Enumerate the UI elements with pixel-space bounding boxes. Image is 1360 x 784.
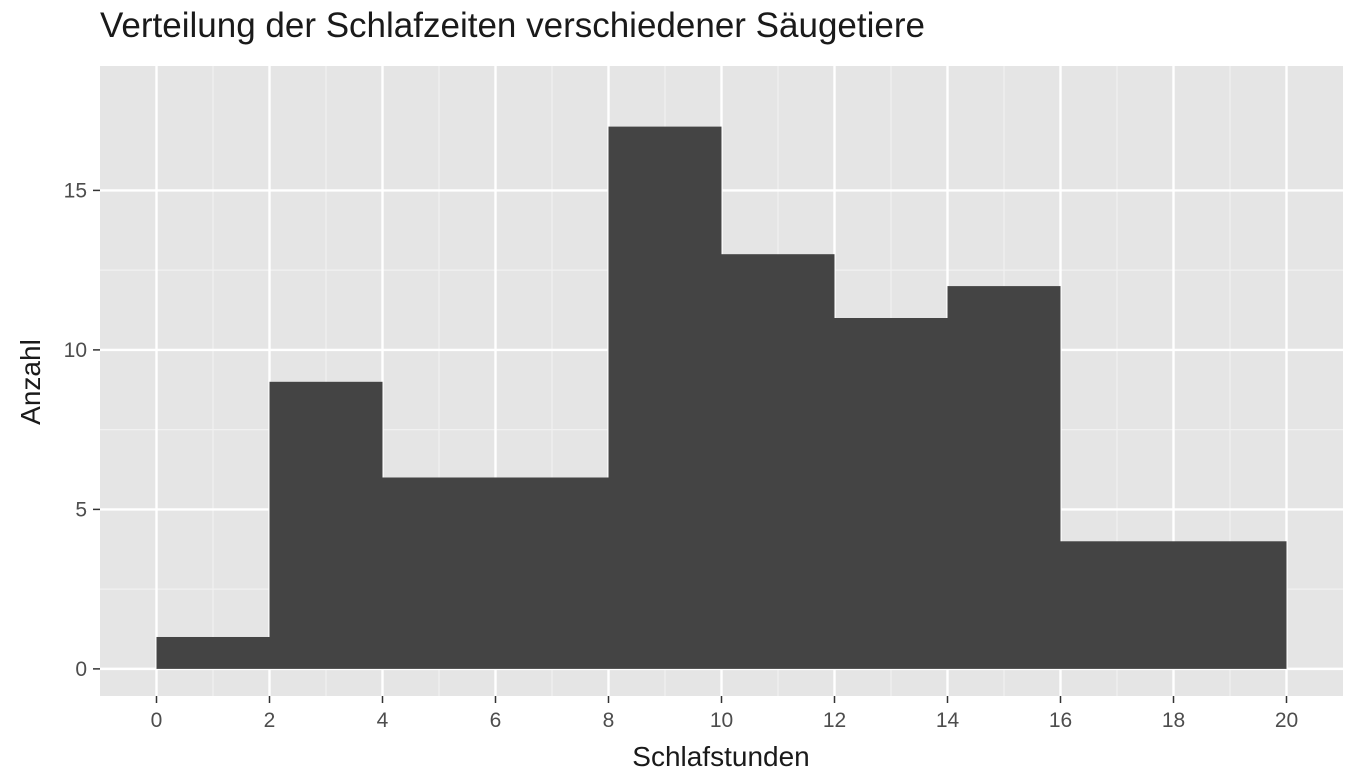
- x-axis-title: Schlafstunden: [632, 741, 809, 772]
- x-tick-label: 2: [264, 709, 276, 732]
- histogram-bar: [1173, 541, 1287, 669]
- chart-title: Verteilung der Schlafzeiten verschiedene…: [100, 6, 925, 45]
- y-tick-label: 5: [75, 498, 87, 521]
- y-tick-label: 0: [75, 658, 87, 681]
- x-tick-label: 12: [823, 709, 846, 732]
- histogram-bar: [269, 381, 383, 669]
- y-tick-label: 15: [64, 179, 87, 202]
- x-tick-label: 0: [151, 709, 163, 732]
- histogram-bar: [834, 318, 948, 669]
- y-tick-label: 10: [64, 339, 87, 362]
- x-tick-label: 18: [1162, 709, 1185, 732]
- histogram-bar: [156, 636, 270, 669]
- histogram-bar: [721, 254, 835, 669]
- x-tick-label: 14: [936, 709, 960, 732]
- histogram-bar: [608, 126, 722, 669]
- histogram-bar: [1060, 541, 1174, 669]
- histogram-bar: [495, 477, 609, 669]
- histogram-bar: [947, 286, 1061, 669]
- y-axis-title: Anzahl: [15, 339, 46, 425]
- x-tick-label: 16: [1049, 709, 1072, 732]
- x-axis: 0 2 4 6 8 10 12 14 16 18 20: [151, 696, 1298, 732]
- y-axis: 0 5 10 15: [64, 179, 100, 681]
- x-tick-label: 20: [1275, 709, 1298, 732]
- x-tick-label: 4: [377, 709, 389, 732]
- x-tick-label: 10: [710, 709, 733, 732]
- histogram-bar: [382, 477, 496, 669]
- x-tick-label: 8: [603, 709, 615, 732]
- x-tick-label: 6: [490, 709, 502, 732]
- histogram-bars: [156, 126, 1287, 669]
